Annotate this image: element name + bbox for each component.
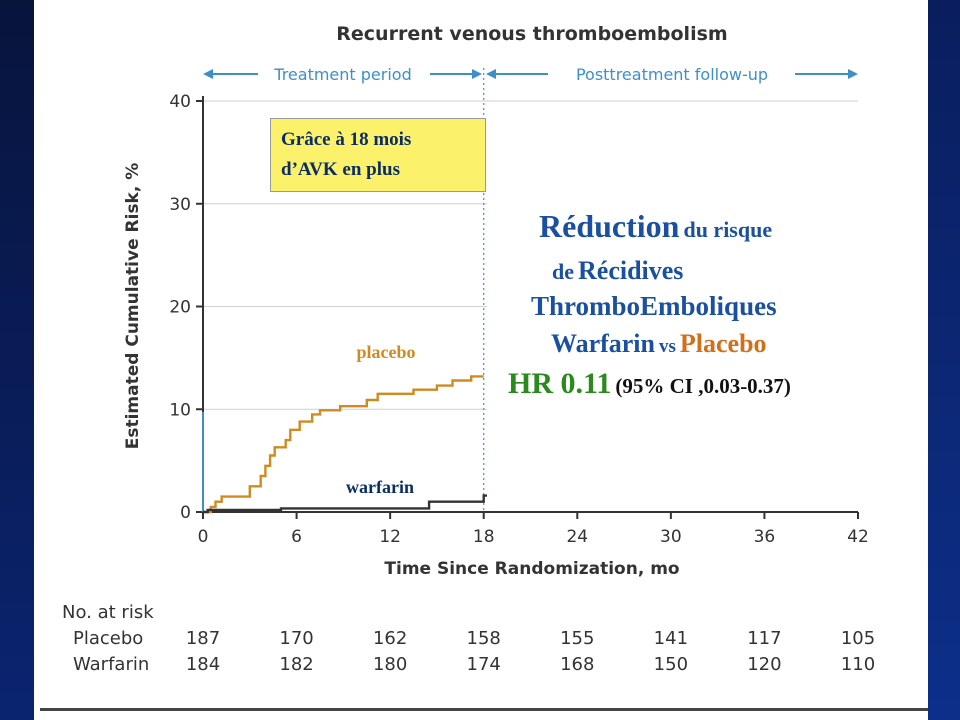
x-tick-label: 0 [198, 527, 209, 547]
at-risk-value: 150 [654, 654, 688, 675]
warfarin-series-label: warfarin [346, 477, 414, 497]
at-risk-value: 158 [467, 628, 501, 649]
at-risk-value: 120 [747, 654, 781, 675]
x-tick-label: 6 [291, 527, 302, 547]
number-at-risk-table: No. at risk Placebo Warfarin 187 170 162 15… [62, 602, 875, 675]
placebo-series-line [203, 375, 484, 514]
y-tick-label: 40 [169, 92, 191, 112]
at-risk-value: 184 [186, 654, 220, 675]
at-risk-value: 170 [279, 628, 313, 649]
series-lines [203, 375, 489, 514]
warfarin-series-line [203, 494, 489, 514]
at-risk-value: 162 [373, 628, 407, 649]
at-risk-value: 187 [186, 628, 220, 649]
x-tick-label: 42 [847, 527, 869, 547]
at-risk-value: 182 [279, 654, 313, 675]
at-risk-value: 180 [373, 654, 407, 675]
summary-reduction: Réduction [539, 208, 680, 244]
at-risk-value: 105 [841, 628, 875, 649]
at-risk-value: 168 [560, 654, 594, 675]
treatment-period-arrow [203, 69, 482, 79]
at-risk-value: 117 [747, 628, 781, 649]
summary-ci: (95% CI ,0.03-0.37) [615, 374, 791, 398]
slide-background-left [0, 0, 34, 720]
summary-du-risque: du risque [683, 217, 773, 242]
at-risk-value: 174 [467, 654, 501, 675]
axes [196, 96, 859, 519]
chart-title: Recurrent venous thromboembolism [336, 23, 727, 45]
at-risk-value: 141 [654, 628, 688, 649]
callout-line-1: Grâce à 18 mois [281, 129, 412, 150]
summary-de: de [552, 259, 574, 284]
placebo-series-label: placebo [356, 342, 415, 362]
x-tick-label: 24 [566, 527, 588, 547]
bottom-rule [40, 708, 928, 711]
summary-thrombo: ThromboEmboliques [531, 291, 777, 321]
summary-recidives: Récidives [578, 256, 684, 285]
x-tick-label: 18 [473, 527, 495, 547]
callout-line-2: d’AVK en plus [281, 159, 400, 180]
callout-box: Grâce à 18 mois d’AVK en plus [270, 118, 486, 192]
summary-placebo: Placebo [679, 329, 767, 358]
summary-hr: HR 0.11 [508, 367, 612, 400]
at-risk-value: 155 [560, 628, 594, 649]
y-tick-labels: 0 10 20 30 40 [169, 92, 191, 523]
summary-line-1: Réduction du risque [539, 208, 772, 245]
at-risk-header: No. at risk [62, 602, 154, 623]
y-axis-title: Estimated Cumulative Risk, % [123, 163, 143, 450]
at-risk-warfarin-label: Warfarin [73, 654, 149, 675]
summary-warfarin: Warfarin [551, 329, 655, 358]
at-risk-placebo-label: Placebo [73, 628, 143, 649]
summary-box: Réduction du risque de Récidives Thrombo… [487, 111, 875, 505]
x-tick-label: 30 [660, 527, 682, 547]
y-tick-label: 20 [169, 298, 191, 318]
x-tick-labels: 0 6 12 18 24 30 36 42 [198, 527, 869, 547]
x-tick-label: 36 [754, 527, 776, 547]
y-tick-label: 10 [169, 400, 191, 420]
summary-line-4: Warfarin vs Placebo [551, 329, 767, 359]
followup-period-label: Posttreatment follow-up [576, 65, 768, 84]
x-axis-title: Time Since Randomization, mo [384, 559, 679, 579]
x-tick-label: 12 [379, 527, 401, 547]
slide-background-right [928, 0, 960, 720]
treatment-period-label: Treatment period [273, 65, 411, 84]
y-tick-label: 0 [180, 503, 191, 523]
summary-vs: vs [659, 336, 676, 357]
at-risk-value: 110 [841, 654, 875, 675]
followup-period-arrow [486, 69, 858, 79]
summary-line-5: HR 0.11 (95% CI ,0.03-0.37) [508, 367, 791, 401]
y-tick-label: 30 [169, 195, 191, 215]
summary-line-2: de Récidives [552, 256, 683, 286]
